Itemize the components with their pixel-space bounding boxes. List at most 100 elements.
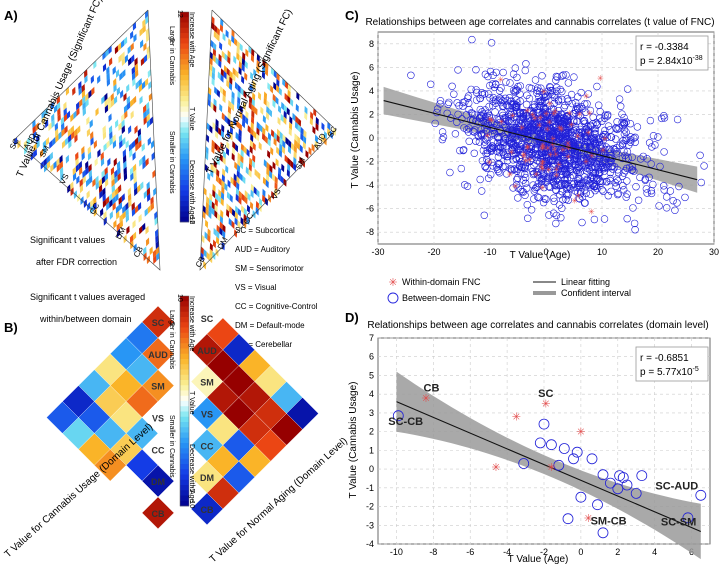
matrix-cell xyxy=(219,153,223,163)
matrix-cell xyxy=(237,208,241,217)
panel-c-between-point xyxy=(516,90,524,98)
panel-c-between-point xyxy=(450,90,458,98)
colorbar-segment xyxy=(180,90,189,97)
panel-d-y-tick-label: 0 xyxy=(369,464,374,474)
panel-c-between-point xyxy=(535,87,544,96)
panel-c-between-point xyxy=(586,142,595,150)
colorbar-segment xyxy=(180,401,189,407)
matrix-cell xyxy=(55,134,59,143)
colorbar-segment xyxy=(180,164,189,170)
panel-c-within-point: ✳ xyxy=(498,118,505,127)
matrix-cell xyxy=(224,115,228,124)
panel-c-between-point xyxy=(448,82,456,91)
matrix-cell xyxy=(115,205,120,214)
matrix-cell xyxy=(229,126,233,135)
panel-c-between-point xyxy=(525,114,533,122)
matrix-cell xyxy=(236,175,240,185)
matrix-cell xyxy=(119,72,123,81)
panel-c-between-point xyxy=(538,149,546,157)
panel-c-between-point xyxy=(528,167,537,176)
matrix-cell xyxy=(95,107,99,117)
panel-c-between-point xyxy=(546,137,555,145)
panel-c-between-point xyxy=(532,137,541,145)
matrix-cell xyxy=(220,68,224,77)
panel-c-between-point xyxy=(571,106,580,115)
panel-c-within-point: ✳ xyxy=(512,182,519,191)
matrix-cell xyxy=(253,68,257,78)
matrix-cell xyxy=(248,169,252,178)
panel-c-between-point xyxy=(538,72,546,80)
panel-c-between-point xyxy=(580,162,589,170)
matrix-cell xyxy=(216,89,220,98)
panel-c-between-point xyxy=(662,193,671,201)
matrix-cell xyxy=(237,96,241,105)
matrix-cell xyxy=(245,110,249,120)
panel-c-between-point xyxy=(487,170,495,179)
panel-d-title: Relationships between age correlates and… xyxy=(367,320,708,331)
panel-c-between-point xyxy=(696,151,704,160)
matrix-cell xyxy=(115,193,119,202)
panel-c-between-point xyxy=(489,101,497,110)
panel-d-fit-line xyxy=(396,401,701,532)
matrix-cell xyxy=(265,67,269,77)
matrix-cell xyxy=(134,125,138,135)
matrix-cell xyxy=(314,134,318,144)
matrix-cell xyxy=(123,154,127,164)
panel-c-between-point xyxy=(497,98,505,107)
matrix-cell xyxy=(117,166,121,176)
matrix-cell xyxy=(232,140,236,150)
panel-c-between-point xyxy=(570,110,578,118)
panel-c-between-point xyxy=(562,71,570,79)
panel-c-between-point xyxy=(530,169,538,178)
matrix-cell xyxy=(146,113,150,123)
matrix-cell xyxy=(202,210,206,220)
matrix-cell xyxy=(128,199,132,208)
matrix-cell xyxy=(115,69,120,78)
matrix-cell xyxy=(219,103,223,113)
panel-d-between-point xyxy=(558,443,570,454)
matrix-cell xyxy=(300,132,304,142)
matrix-cell xyxy=(286,107,290,116)
panel-c-between-point xyxy=(558,167,566,175)
matrix-cell xyxy=(116,86,120,96)
legend-ci-label: Confident interval xyxy=(561,288,631,298)
matrix-cell xyxy=(125,140,129,149)
domain-legend-item: CB = Cerebellar xyxy=(235,340,292,349)
panel-c-between-point xyxy=(535,194,543,202)
matrix-cell xyxy=(264,135,268,145)
panel-c-between-point xyxy=(584,90,592,98)
panel-c-within-point: ✳ xyxy=(539,144,546,153)
matrix-cell xyxy=(49,140,53,149)
matrix-cell xyxy=(258,141,262,151)
matrix-cell xyxy=(141,80,146,90)
matrix-cell xyxy=(272,93,276,103)
matrix-cell xyxy=(129,166,134,176)
matrix-cell xyxy=(266,167,270,177)
matrix-cell xyxy=(221,112,225,121)
colorbar-segment xyxy=(180,385,189,391)
panel-c-between-point xyxy=(586,106,595,115)
aging-domain-label-aud: AUD xyxy=(197,346,217,356)
matrix-cell xyxy=(131,66,135,75)
panel-c-between-point xyxy=(623,215,631,223)
colorbar-segment xyxy=(180,380,189,386)
panel-c-between-point xyxy=(620,147,628,155)
panel-c-between-point xyxy=(555,116,563,125)
panel-c-between-point xyxy=(585,156,593,165)
panel-d-annotation-cb: CB xyxy=(424,382,440,394)
matrix-cell xyxy=(109,57,113,67)
panel-c-between-point xyxy=(646,116,655,125)
matrix-cell xyxy=(139,95,143,105)
panel-c-between-point xyxy=(507,97,516,105)
between-marker-icon xyxy=(387,292,399,304)
panel-c-between-point xyxy=(631,226,639,234)
matrix-cell xyxy=(310,111,314,120)
matrix-cell xyxy=(241,205,245,214)
matrix-cell xyxy=(104,98,108,108)
matrix-cell xyxy=(217,145,221,154)
matrix-cell xyxy=(243,90,247,99)
colorbar-segment xyxy=(180,206,189,212)
panel-c-within-point: ✳ xyxy=(574,132,581,141)
matrix-cell xyxy=(238,60,242,70)
matrix-cell xyxy=(90,199,94,208)
